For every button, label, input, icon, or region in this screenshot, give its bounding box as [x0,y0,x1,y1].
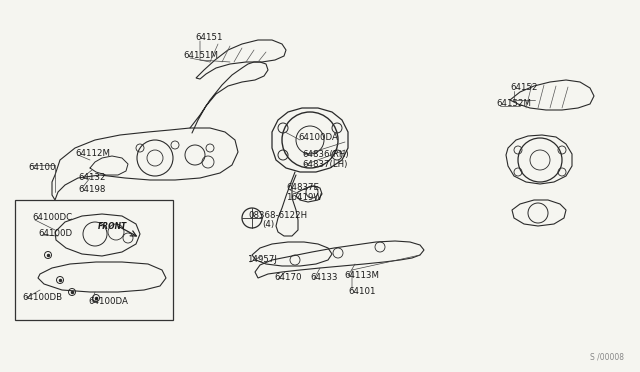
Text: 14957J: 14957J [247,256,277,264]
Bar [15,200,173,320]
Text: 16419W: 16419W [286,193,322,202]
Text: 64100DA: 64100DA [88,298,128,307]
Text: 64152: 64152 [510,83,538,93]
Text: 64198: 64198 [78,185,106,193]
Text: 08368-6122H: 08368-6122H [248,211,307,219]
Text: 64113M: 64113M [344,270,379,279]
Text: 64133: 64133 [310,273,337,282]
Text: FRONT: FRONT [98,222,127,231]
Text: 64100DA: 64100DA [298,134,338,142]
Text: 64132: 64132 [78,173,106,183]
Text: 64170: 64170 [274,273,301,282]
Text: 64112M: 64112M [75,150,110,158]
Text: 64100DB: 64100DB [22,294,62,302]
Text: 64101: 64101 [348,288,376,296]
Text: 64152M: 64152M [496,99,531,108]
Text: 64151: 64151 [195,33,223,42]
Text: 64151M: 64151M [183,51,218,61]
Text: 64837(LH): 64837(LH) [302,160,348,169]
Text: 64100D: 64100D [38,228,72,237]
Text: (4): (4) [262,221,274,230]
Text: 64836(RH): 64836(RH) [302,150,349,158]
Text: 64837E: 64837E [286,183,319,192]
Text: 64100DC: 64100DC [32,214,72,222]
Text: S /00008: S /00008 [590,353,624,362]
Text: 64100: 64100 [28,164,56,173]
